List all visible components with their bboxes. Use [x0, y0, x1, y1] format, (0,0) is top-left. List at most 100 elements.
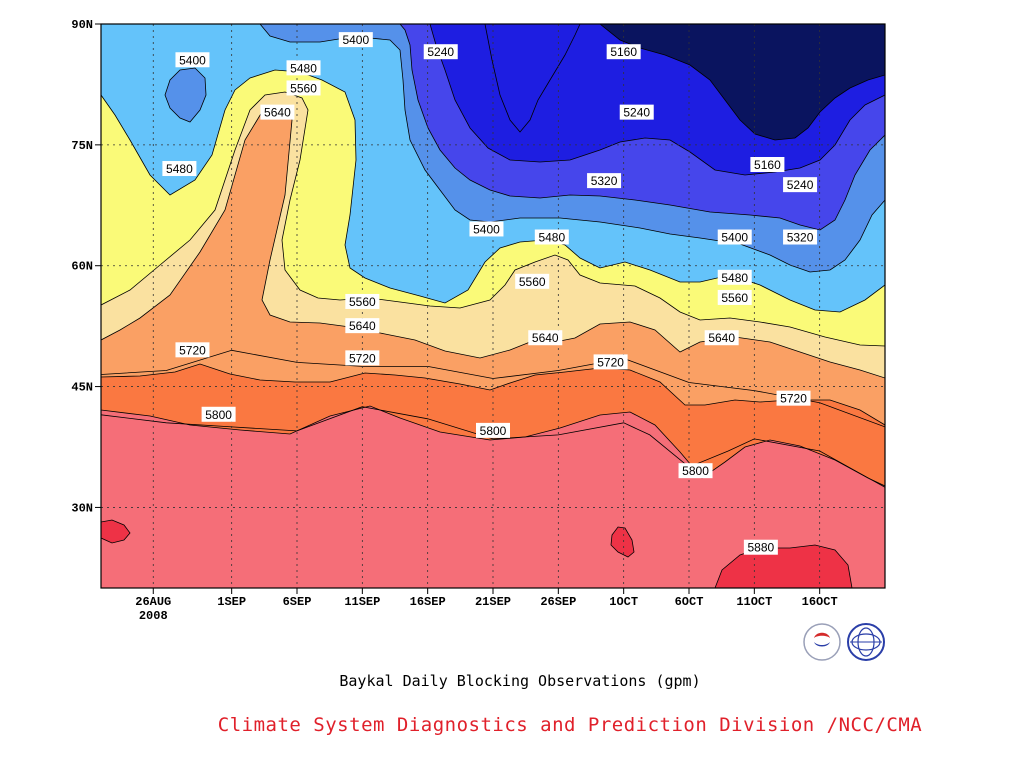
- contour-label-text: 5160: [754, 158, 781, 172]
- band-above-5880-se: [714, 544, 853, 588]
- contour-label-box: [469, 221, 504, 237]
- contour-label: 5320: [587, 173, 622, 189]
- band-above-5880-w: [101, 519, 131, 544]
- contour-label: 5400: [175, 52, 210, 68]
- contour-label-box: [162, 161, 197, 177]
- contour-label-text: 5320: [591, 174, 618, 188]
- contour-label: 5400: [338, 32, 373, 48]
- contour-label-text: 5240: [427, 45, 454, 59]
- contour-label-box: [528, 330, 563, 346]
- contour-label-text: 5640: [532, 331, 559, 345]
- contour-label: 5720: [593, 354, 628, 370]
- contour-label-box: [783, 229, 818, 245]
- contour-label-text: 5560: [519, 275, 546, 289]
- contour-label: 5640: [704, 330, 739, 346]
- contour-label-box: [606, 44, 641, 60]
- grid-lines: [101, 23, 885, 588]
- y-tick-label: 30N: [71, 501, 93, 515]
- x-tick-label: 11SEP: [344, 595, 380, 609]
- contour-label-box: [286, 60, 321, 76]
- contour-label: 5160: [606, 44, 641, 60]
- contour-label: 5480: [717, 269, 752, 285]
- chart-title: Baykal Daily Blocking Observations (gpm): [339, 672, 701, 690]
- contour-label: 5240: [423, 44, 458, 60]
- contour-label: 5640: [528, 330, 563, 346]
- x-tick-label: 1OCT: [609, 595, 638, 609]
- contour-label-box: [515, 273, 550, 289]
- contour-label-text: 5160: [610, 45, 637, 59]
- contour-label-text: 5320: [787, 231, 814, 245]
- contour-label: 5400: [469, 221, 504, 237]
- contour-label: 5560: [717, 289, 752, 305]
- contour-label: 5800: [678, 463, 713, 479]
- contour-label-text: 5480: [538, 231, 565, 245]
- contour-label-box: [587, 173, 622, 189]
- contour-label-text: 5640: [708, 331, 735, 345]
- x-tick-label: 6OCT: [675, 595, 704, 609]
- bcc-logo: [803, 623, 841, 661]
- contour-label-text: 5480: [290, 61, 317, 75]
- contour-label-box: [175, 52, 210, 68]
- y-axis: 30N 45N 60N 75N 90N: [71, 18, 101, 515]
- contour-label-text: 5880: [748, 541, 775, 555]
- contour-label-box: [776, 390, 811, 406]
- contour-label-box: [175, 342, 210, 358]
- contour-label: 5720: [776, 390, 811, 406]
- contour-label-box: [750, 157, 785, 172]
- band-below-5160: [599, 24, 885, 141]
- contour-label-box: [717, 289, 752, 305]
- contour-label-box: [345, 293, 380, 309]
- contour-label-box: [783, 177, 818, 193]
- x-tick-label: 21SEP: [475, 595, 511, 609]
- contour-label-text: 5240: [787, 178, 814, 192]
- contour-label-text: 5240: [623, 106, 650, 120]
- contour-label: 5560: [345, 293, 380, 309]
- contour-label-text: 5800: [682, 464, 709, 478]
- contour-label-text: 5480: [166, 162, 193, 176]
- contour-label-box: [345, 318, 380, 334]
- contour-label: 5320: [783, 229, 818, 245]
- x-tick-label: 16OCT: [802, 595, 838, 609]
- contour-label: 5720: [175, 342, 210, 358]
- contour-label-text: 5400: [179, 53, 206, 67]
- contour-label-text: 5560: [349, 295, 376, 309]
- contour-label-text: 5400: [342, 33, 369, 47]
- contour-label-text: 5800: [480, 424, 507, 438]
- contour-label-text: 5720: [349, 351, 376, 365]
- contour-label: 5480: [286, 60, 321, 76]
- contour-label-box: [717, 269, 752, 285]
- contour-label-box: [338, 32, 373, 48]
- contour-label: 5480: [162, 161, 197, 177]
- contour-label-box: [743, 539, 778, 555]
- contour-label: 5640: [345, 318, 380, 334]
- contour-label-text: 5800: [205, 408, 232, 422]
- contour-label: 5880: [743, 539, 778, 555]
- y-tick-label: 45N: [71, 381, 93, 395]
- contour-label-box: [534, 229, 569, 245]
- contour-label-text: 5400: [473, 222, 500, 236]
- contour-label-text: 5640: [349, 319, 376, 333]
- contour-label: 5800: [476, 422, 510, 438]
- contour-label: 5560: [515, 273, 550, 289]
- contour-label-box: [678, 463, 713, 479]
- contour-label: 5240: [619, 104, 654, 120]
- y-tick-label: 90N: [71, 18, 93, 32]
- contour-label-text: 5560: [721, 291, 748, 305]
- chart-credit: Climate System Diagnostics and Predictio…: [217, 714, 923, 736]
- contour-label: 5240: [783, 177, 818, 193]
- contour-label: 5560: [286, 80, 321, 96]
- contour-label-box: [201, 406, 236, 422]
- contour-label-text: 5720: [780, 392, 807, 406]
- contour-label-text: 5400: [721, 231, 748, 245]
- contour-label-box: [345, 350, 380, 366]
- lobe-5160-5240-notch: [484, 24, 581, 133]
- contour-label-text: 5640: [264, 106, 291, 120]
- x-tick-label: 1SEP: [217, 595, 246, 609]
- contour-label-box: [260, 104, 295, 120]
- x-tick-label: 26SEP: [540, 595, 576, 609]
- x-tick-label: 16SEP: [410, 595, 446, 609]
- contour-label-box: [619, 104, 654, 120]
- contour-label-text: 5720: [179, 343, 206, 357]
- contour-label-text: 5480: [721, 271, 748, 285]
